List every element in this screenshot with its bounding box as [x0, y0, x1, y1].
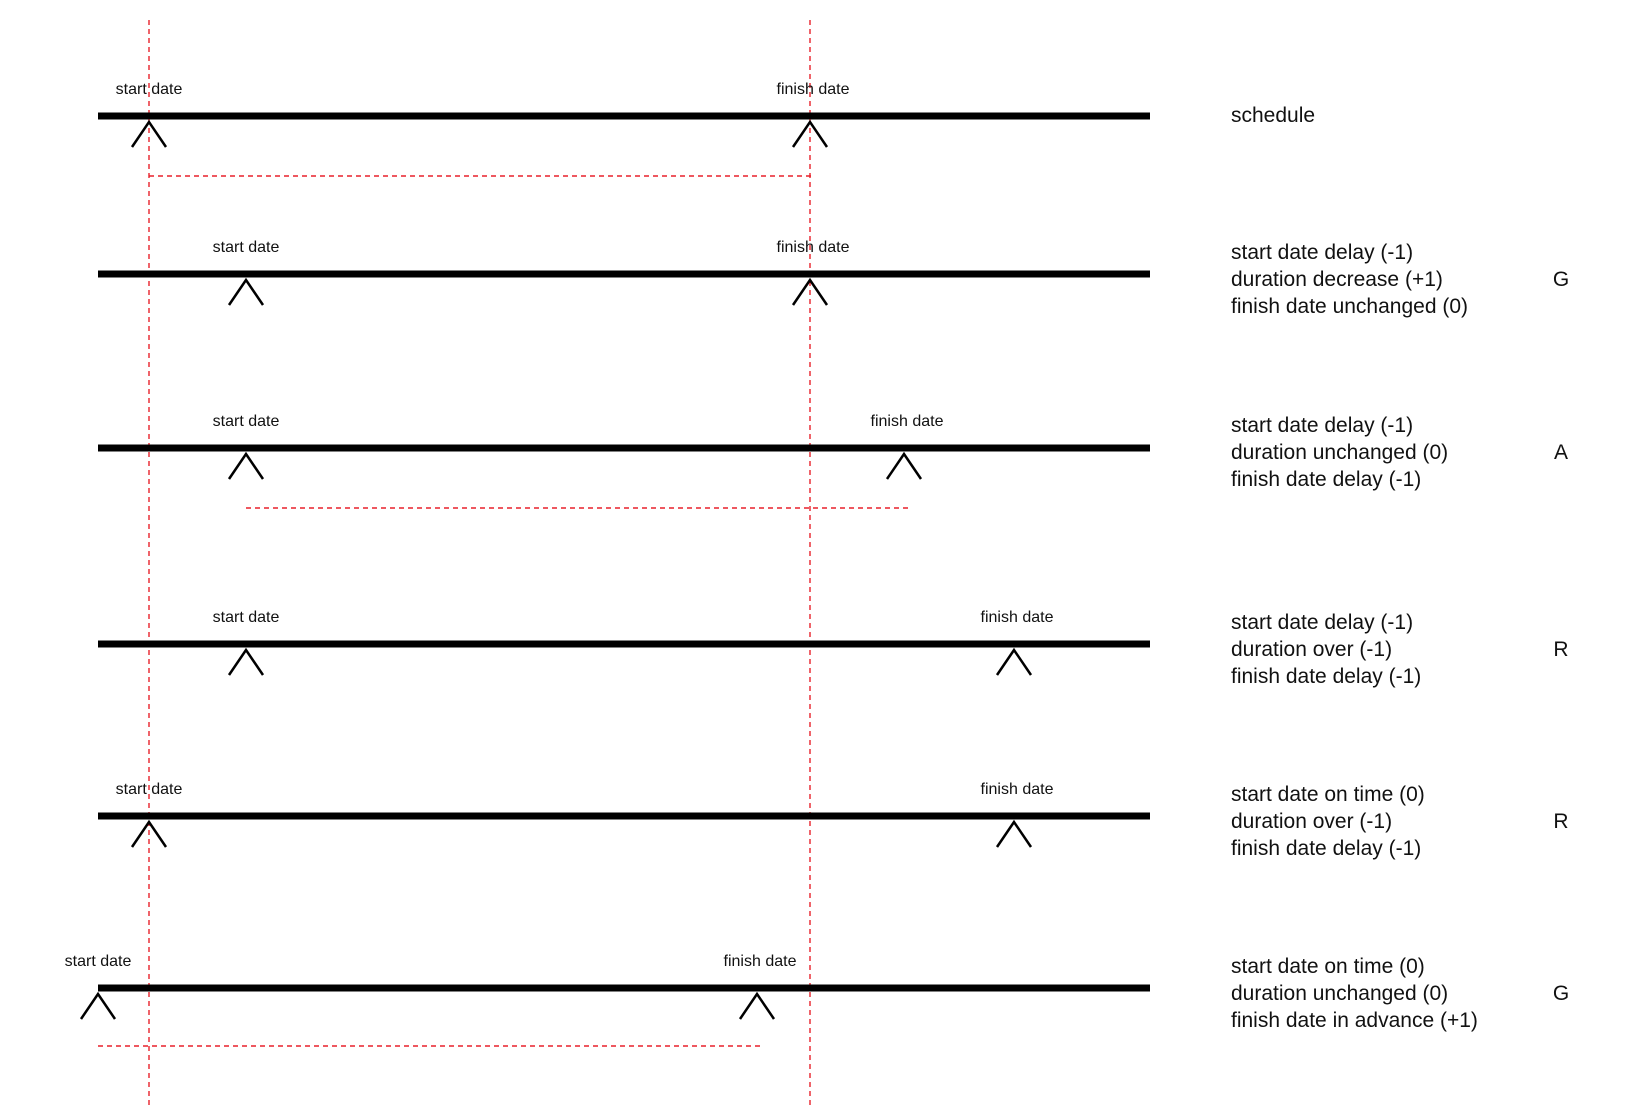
- description-line-4-1: start date delay (-1): [1231, 611, 1413, 634]
- finish-date-label-1: finish date: [777, 81, 850, 98]
- start-date-label-6: start date: [65, 953, 132, 970]
- finish-date-marker-6: [738, 991, 776, 1020]
- start-date-marker-5: [130, 819, 168, 848]
- start-date-label-3: start date: [213, 413, 280, 430]
- finish-date-label-3: finish date: [871, 413, 944, 430]
- description-line-2-2: duration decrease (+1): [1231, 268, 1443, 291]
- description-line-6-3: finish date in advance (+1): [1231, 1009, 1478, 1032]
- description-line-4-3: finish date delay (-1): [1231, 665, 1421, 688]
- status-letter-3: A: [1554, 441, 1568, 464]
- start-date-marker-1: [130, 119, 168, 148]
- start-date-label-1: start date: [116, 81, 183, 98]
- finish-date-label-2: finish date: [777, 239, 850, 256]
- start-date-label-2: start date: [213, 239, 280, 256]
- start-date-marker-6: [79, 991, 117, 1020]
- start-date-marker-3: [227, 451, 265, 480]
- description-line-6-2: duration unchanged (0): [1231, 982, 1448, 1005]
- finish-date-marker-4: [995, 647, 1033, 676]
- finish-date-marker-3: [885, 451, 923, 480]
- status-letter-4: R: [1553, 638, 1568, 661]
- description-line-3-2: duration unchanged (0): [1231, 441, 1448, 464]
- description-line-5-3: finish date delay (-1): [1231, 837, 1421, 860]
- description-line-5-1: start date on time (0): [1231, 783, 1425, 806]
- status-letter-5: R: [1553, 810, 1568, 833]
- start-date-marker-4: [227, 647, 265, 676]
- start-date-label-5: start date: [116, 781, 183, 798]
- start-date-label-4: start date: [213, 609, 280, 626]
- description-line-3-1: start date delay (-1): [1231, 414, 1413, 437]
- description-line-2-1: start date delay (-1): [1231, 241, 1413, 264]
- finish-date-label-5: finish date: [981, 781, 1054, 798]
- description-line-2-3: finish date unchanged (0): [1231, 295, 1468, 318]
- finish-date-marker-2: [791, 277, 829, 306]
- start-date-marker-2: [227, 277, 265, 306]
- status-letter-6: G: [1553, 982, 1569, 1005]
- description-line-6-1: start date on time (0): [1231, 955, 1425, 978]
- finish-date-label-4: finish date: [981, 609, 1054, 626]
- description-line-3-3: finish date delay (-1): [1231, 468, 1421, 491]
- finish-date-label-6: finish date: [724, 953, 797, 970]
- description-line-1-1: schedule: [1231, 104, 1315, 127]
- status-letter-2: G: [1553, 268, 1569, 291]
- description-line-5-2: duration over (-1): [1231, 810, 1392, 833]
- finish-date-marker-1: [791, 119, 829, 148]
- description-line-4-2: duration over (-1): [1231, 638, 1392, 661]
- finish-date-marker-5: [995, 819, 1033, 848]
